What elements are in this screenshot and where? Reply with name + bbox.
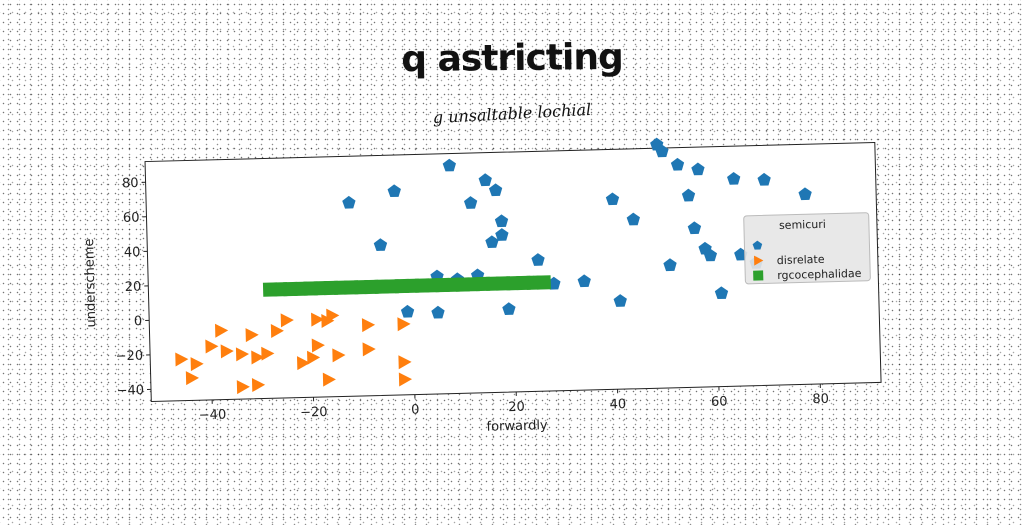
legend-entry-label: disrelate: [777, 253, 825, 267]
x-tick-label: 20: [508, 400, 525, 415]
x-tick-label: 40: [609, 397, 626, 412]
x-tick-label: −20: [300, 405, 328, 421]
x-tick-label: 80: [812, 392, 829, 407]
y-tick-label: −20: [116, 349, 144, 365]
y-tick-label: 80: [122, 176, 139, 191]
y-axis-label: underscheme: [82, 238, 99, 327]
y-tick-label: 0: [134, 314, 143, 329]
legend-entry-label: rgcocephalidae: [777, 267, 862, 282]
y-tick-label: 40: [124, 245, 141, 260]
x-tick-label: −40: [199, 408, 227, 424]
x-tick-label: 60: [711, 394, 728, 409]
y-tick-label: −40: [116, 383, 144, 399]
data-point-rgcocephalidae: [537, 275, 551, 289]
y-tick-label: 60: [123, 210, 140, 225]
legend-marker: [753, 270, 763, 280]
x-tick-label: 0: [411, 402, 420, 417]
x-axis-label: forwardly: [486, 418, 548, 435]
y-tick-label: 20: [125, 280, 142, 295]
legend-title: semicuri: [779, 218, 826, 232]
